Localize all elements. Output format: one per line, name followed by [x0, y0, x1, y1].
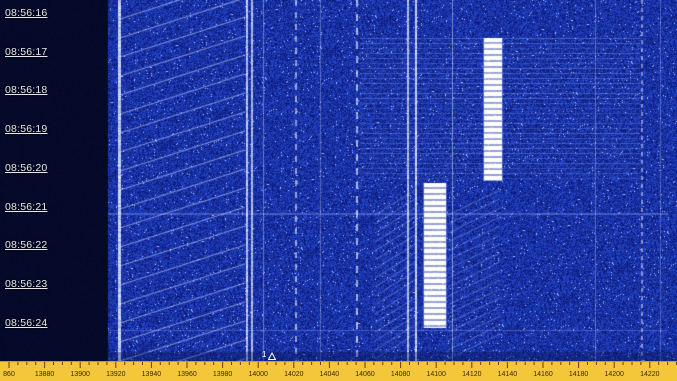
frequency-tick-label: 14000: [248, 371, 268, 378]
frequency-tick-label: 14080: [390, 371, 411, 378]
frequency-tick-label: 14180: [568, 371, 589, 378]
waterfall-display[interactable]: 08:56:16 08:56:17 08:56:18 08:56:19 08:56:20…: [0, 0, 677, 361]
frequency-tick-label: 14200: [604, 371, 624, 378]
frequency-marker-label: 1: [262, 350, 267, 359]
frequency-tick-label: 14060: [355, 371, 375, 378]
frequency-axis[interactable]: 860 13880 13900 13920 13940 13960 13980 14000 14…: [0, 361, 677, 381]
frequency-tick-label: 13940: [141, 371, 162, 378]
frequency-tick-label: 14120: [462, 371, 482, 378]
frequency-tick-label: 14160: [533, 371, 553, 378]
frequency-tick-label: 14100: [426, 371, 446, 378]
frequency-tick-label: 14140: [497, 371, 518, 378]
waterfall-canvas[interactable]: [0, 0, 677, 361]
frequency-tick-label: 13980: [212, 371, 233, 378]
frequency-tick-marks: [8, 362, 677, 368]
frequency-tick-label: 13920: [106, 371, 126, 378]
frequency-tick-label: 860: [3, 371, 15, 378]
triangle-marker-icon[interactable]: [268, 352, 276, 360]
frequency-tick-label: 13880: [34, 371, 55, 378]
frequency-tick-label: 14220: [640, 371, 660, 378]
frequency-tick-label: 13900: [70, 371, 90, 378]
frequency-tick-label: 14020: [284, 371, 304, 378]
frequency-tick-label: 14040: [319, 371, 340, 378]
frequency-tick-label: 13960: [177, 371, 197, 378]
